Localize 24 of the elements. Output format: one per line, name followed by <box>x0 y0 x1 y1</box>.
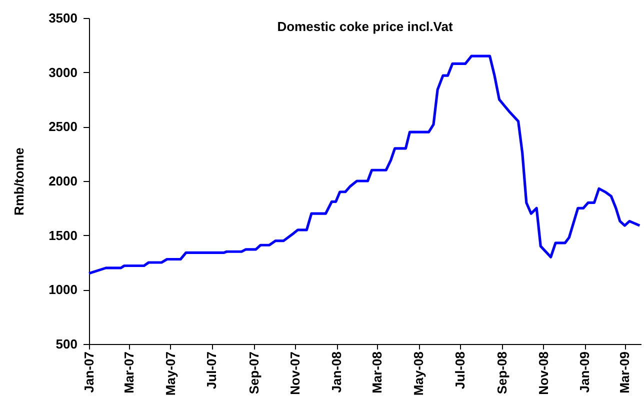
x-tick-label: Jul-08 <box>452 352 468 390</box>
x-tick-label: Mar-08 <box>370 352 385 394</box>
line-series <box>88 54 641 275</box>
y-tick-label: 2000 <box>48 174 78 188</box>
y-tick-label: 3000 <box>48 64 78 80</box>
x-tick-label: May-08 <box>411 352 426 396</box>
x-tick-label: Jan-08 <box>329 352 344 393</box>
y-tick-label: 1500 <box>48 228 78 243</box>
y-tick-label: 500 <box>56 336 78 352</box>
y-tick-label: 3500 <box>48 10 78 26</box>
x-tick-label: Jan-07 <box>82 352 96 393</box>
x-tick-label: Nov-07 <box>288 352 303 395</box>
x-tick-label: Sep-07 <box>246 352 262 394</box>
y-tick-label: 1000 <box>48 282 78 298</box>
chart-title: Domestic coke price incl.Vat <box>277 19 454 34</box>
x-tick-label: Mar-09 <box>617 352 632 394</box>
x-tick-label: Mar-07 <box>122 352 137 394</box>
x-tick-label: Jan-09 <box>577 352 592 393</box>
y-tick-label: 2500 <box>48 119 78 134</box>
y-axis-title: Rmb/tonne <box>12 148 27 216</box>
x-tick-label: Sep-08 <box>494 352 510 394</box>
x-tick-label: Jul-07 <box>204 352 220 390</box>
x-tick-label: Nov-08 <box>536 352 551 395</box>
x-tick-label: May-07 <box>162 352 178 396</box>
